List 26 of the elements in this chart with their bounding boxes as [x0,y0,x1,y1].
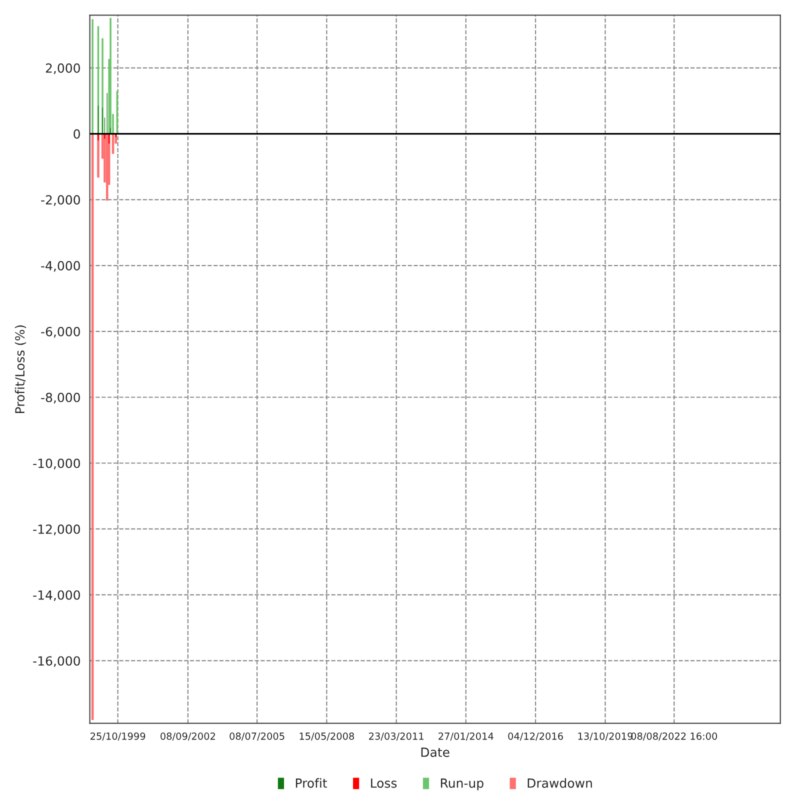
legend-label: Loss [371,778,397,788]
x-tick-label: 15/05/2008 [300,732,354,741]
x-tick-label: 25/10/1999 [90,732,146,741]
y-tick-label: -6,000 [41,326,80,338]
y-tick-label: 0 [74,129,80,139]
x-tick-label: 04/12/2016 [508,732,563,741]
y-tick-label: 2,000 [46,63,80,74]
x-axis-title: Date [421,748,450,757]
y-tick-label: -16,000 [33,656,80,667]
bar [106,134,108,201]
y-axis-title: Profit/Loss (%) [14,325,26,413]
x-tick-label: 13/10/2019 [578,732,633,741]
x-tick-label: 23/03/2011 [369,732,424,741]
legend-label: Run-up [440,778,484,790]
y-tick-label: -2,000 [41,195,80,206]
y-tick-label: -10,000 [33,458,80,470]
x-tick-label: 27/01/2014 [438,732,494,741]
x-tick-label: 08/09/2002 [160,732,215,741]
legend-label: Drawdown [528,778,592,788]
legend-label: Profit [296,778,328,788]
x-tick-label: 08/08/2022 16:00 [631,732,718,741]
y-tick-label: -4,000 [41,260,80,272]
x-tick-label: 08/07/2005 [230,732,284,741]
y-tick-label: -8,000 [41,392,80,404]
y-tick-label: -12,000 [33,524,80,536]
y-tick-label: -14,000 [33,590,80,602]
